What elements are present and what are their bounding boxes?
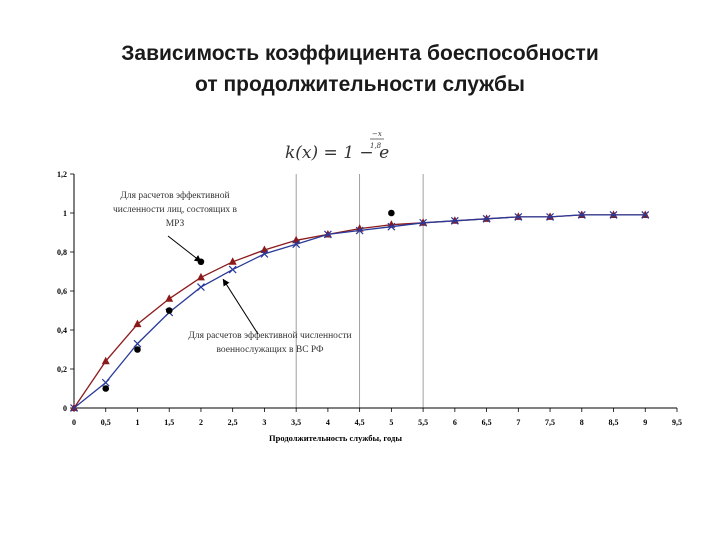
annotation-arrow <box>222 278 259 335</box>
annotation-text: военнослужащих в ВС РФ <box>216 345 324 355</box>
annotation-arrow <box>167 235 202 263</box>
y-tick-label: 0 <box>63 404 67 413</box>
formula-lhs: k(x) = 1 − e <box>285 143 389 163</box>
x-marker <box>323 230 332 239</box>
x-tick-label: 2,5 <box>228 418 238 427</box>
triangle-marker <box>228 257 237 265</box>
x-marker <box>641 211 650 219</box>
x-marker <box>228 265 237 274</box>
x-tick-label: 5 <box>389 418 393 427</box>
triangle-marker <box>196 272 205 281</box>
y-tick-label: 0,8 <box>57 248 67 257</box>
x-marker <box>355 226 364 235</box>
dot-marker <box>388 209 395 217</box>
x-tick-label: 1,5 <box>164 418 174 427</box>
x-tick-label: 0,5 <box>101 418 111 427</box>
x-marker <box>514 212 523 221</box>
y-tick-label: 1,2 <box>57 170 67 179</box>
x-tick-label: 1 <box>135 418 139 427</box>
annotation-text: численности лиц, состоящих в <box>113 205 238 215</box>
y-tick-label: 1 <box>63 209 67 218</box>
x-tick-label: 8,5 <box>609 418 619 427</box>
x-tick-label: 3,5 <box>291 418 301 427</box>
x-marker <box>292 240 301 249</box>
x-tick-label: 3 <box>262 418 266 427</box>
formula-exp-den: 1,8 <box>370 142 382 150</box>
slide-title: Зависимость коэффициента боеспособности … <box>0 38 720 100</box>
x-marker <box>101 378 110 387</box>
x-tick-label: 8 <box>580 418 584 427</box>
formula: k(x) = 1 − e −x 1,8 <box>285 130 389 163</box>
x-marker <box>419 218 428 227</box>
annotation-text: Для расчетов эффективной численности <box>188 330 351 341</box>
x-tick-label: 7 <box>516 418 520 427</box>
x-marker <box>482 214 491 223</box>
y-tick-label: 0,6 <box>57 287 67 296</box>
x-marker <box>197 283 205 292</box>
y-tick-label: 0,4 <box>57 326 67 335</box>
x-tick-label: 6,5 <box>482 418 492 427</box>
x-tick-label: 9 <box>643 418 647 427</box>
triangle-marker <box>101 356 110 365</box>
x-marker <box>133 339 142 348</box>
x-marker <box>260 250 269 258</box>
x-tick-label: 4,5 <box>355 418 365 427</box>
y-tick-label: 0,2 <box>57 365 67 374</box>
x-tick-label: 7,5 <box>545 418 555 427</box>
x-tick-label: 4 <box>326 418 330 427</box>
x-marker <box>450 216 459 225</box>
x-marker <box>387 222 396 231</box>
plot-area: 0 0,5 1 1,5 2 2,5 3 3,5 4 4,5 5 5,5 6 6,5 7 7,5 8 8,5 9 9,5… <box>57 170 682 443</box>
dot-marker <box>102 385 110 392</box>
x-axis-label: Продолжительность службы, годы <box>269 433 402 443</box>
x-marker <box>609 211 618 219</box>
dot-marker <box>134 346 141 353</box>
triangle-marker <box>165 294 174 302</box>
annotation-text: МРЗ <box>166 219 185 229</box>
x-tick-label: 0 <box>72 418 76 427</box>
triangle-marker <box>133 319 142 328</box>
x-tick-label: 5,5 <box>418 418 428 427</box>
formula-exp-num: −x <box>372 130 382 138</box>
slide-title-line2: от продолжительности службы <box>195 73 525 96</box>
x-marker <box>70 404 78 412</box>
x-marker <box>546 212 554 221</box>
x-tick-label: 6 <box>453 418 457 427</box>
annotation-text: Для расчетов эффективной <box>120 190 229 201</box>
x-tick-label: 9,5 <box>672 418 682 427</box>
x-marker <box>577 211 586 219</box>
dot-marker <box>165 307 173 314</box>
x-tick-label: 2 <box>199 418 203 427</box>
slide-title-line1: Зависимость коэффициента боеспособности <box>121 42 599 65</box>
